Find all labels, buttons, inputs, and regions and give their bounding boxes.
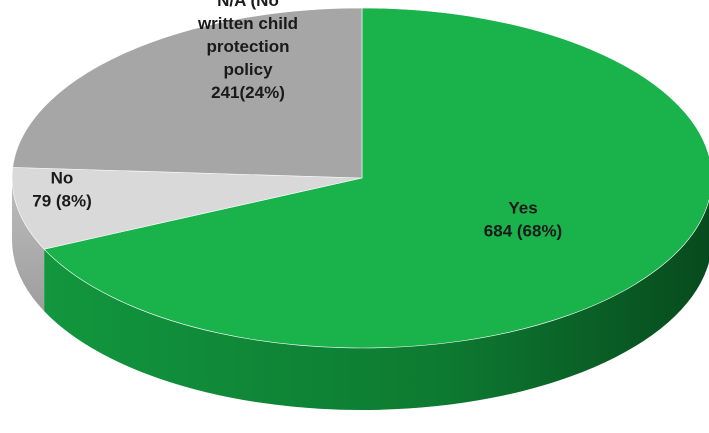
pie-side-yes xyxy=(44,200,709,410)
slice-label-line: policy xyxy=(223,60,273,79)
pie-slice-na[interactable] xyxy=(12,7,363,179)
slice-label-line: 241(24%) xyxy=(211,83,285,102)
slice-label-line: written child xyxy=(197,14,298,33)
slice-label-line: 684 (68%) xyxy=(484,222,562,241)
pie-side-no xyxy=(12,178,45,312)
pie-slice-yes[interactable] xyxy=(43,7,709,349)
slice-label-line: protection xyxy=(206,37,289,56)
slice-label-line: N/A (No xyxy=(217,0,279,10)
slice-label-line: 79 (8%) xyxy=(32,192,92,211)
pie-tops xyxy=(11,7,709,349)
slice-label-no: No 79 (8%) xyxy=(32,169,92,211)
pie-sides xyxy=(12,178,709,410)
slice-label-na: N/A (No written child protection policy 241(… xyxy=(197,0,298,102)
pie-slice-no[interactable] xyxy=(11,167,363,250)
slice-label-yes: Yes 684 (68%) xyxy=(484,199,562,241)
slice-label-line: No xyxy=(51,169,74,188)
pie-labels: Yes 684 (68%) No 79 (8%) N/A (No written chil… xyxy=(32,0,562,241)
slice-label-line: Yes xyxy=(508,199,537,218)
